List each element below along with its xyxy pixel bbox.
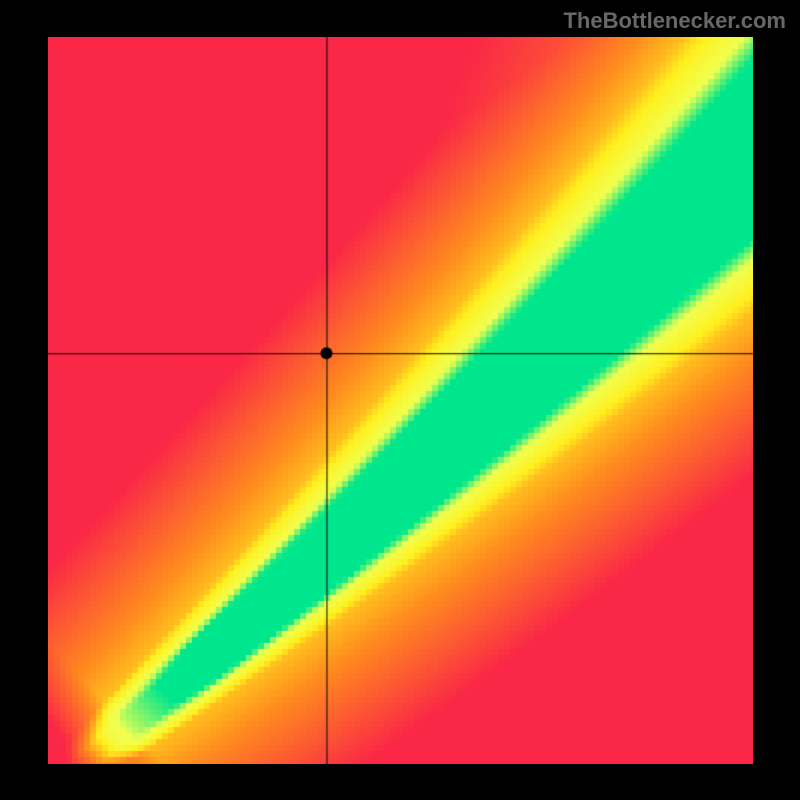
watermark-text: TheBottlenecker.com [563,8,786,34]
chart-container: TheBottlenecker.com [0,0,800,800]
heatmap-canvas [48,37,753,764]
